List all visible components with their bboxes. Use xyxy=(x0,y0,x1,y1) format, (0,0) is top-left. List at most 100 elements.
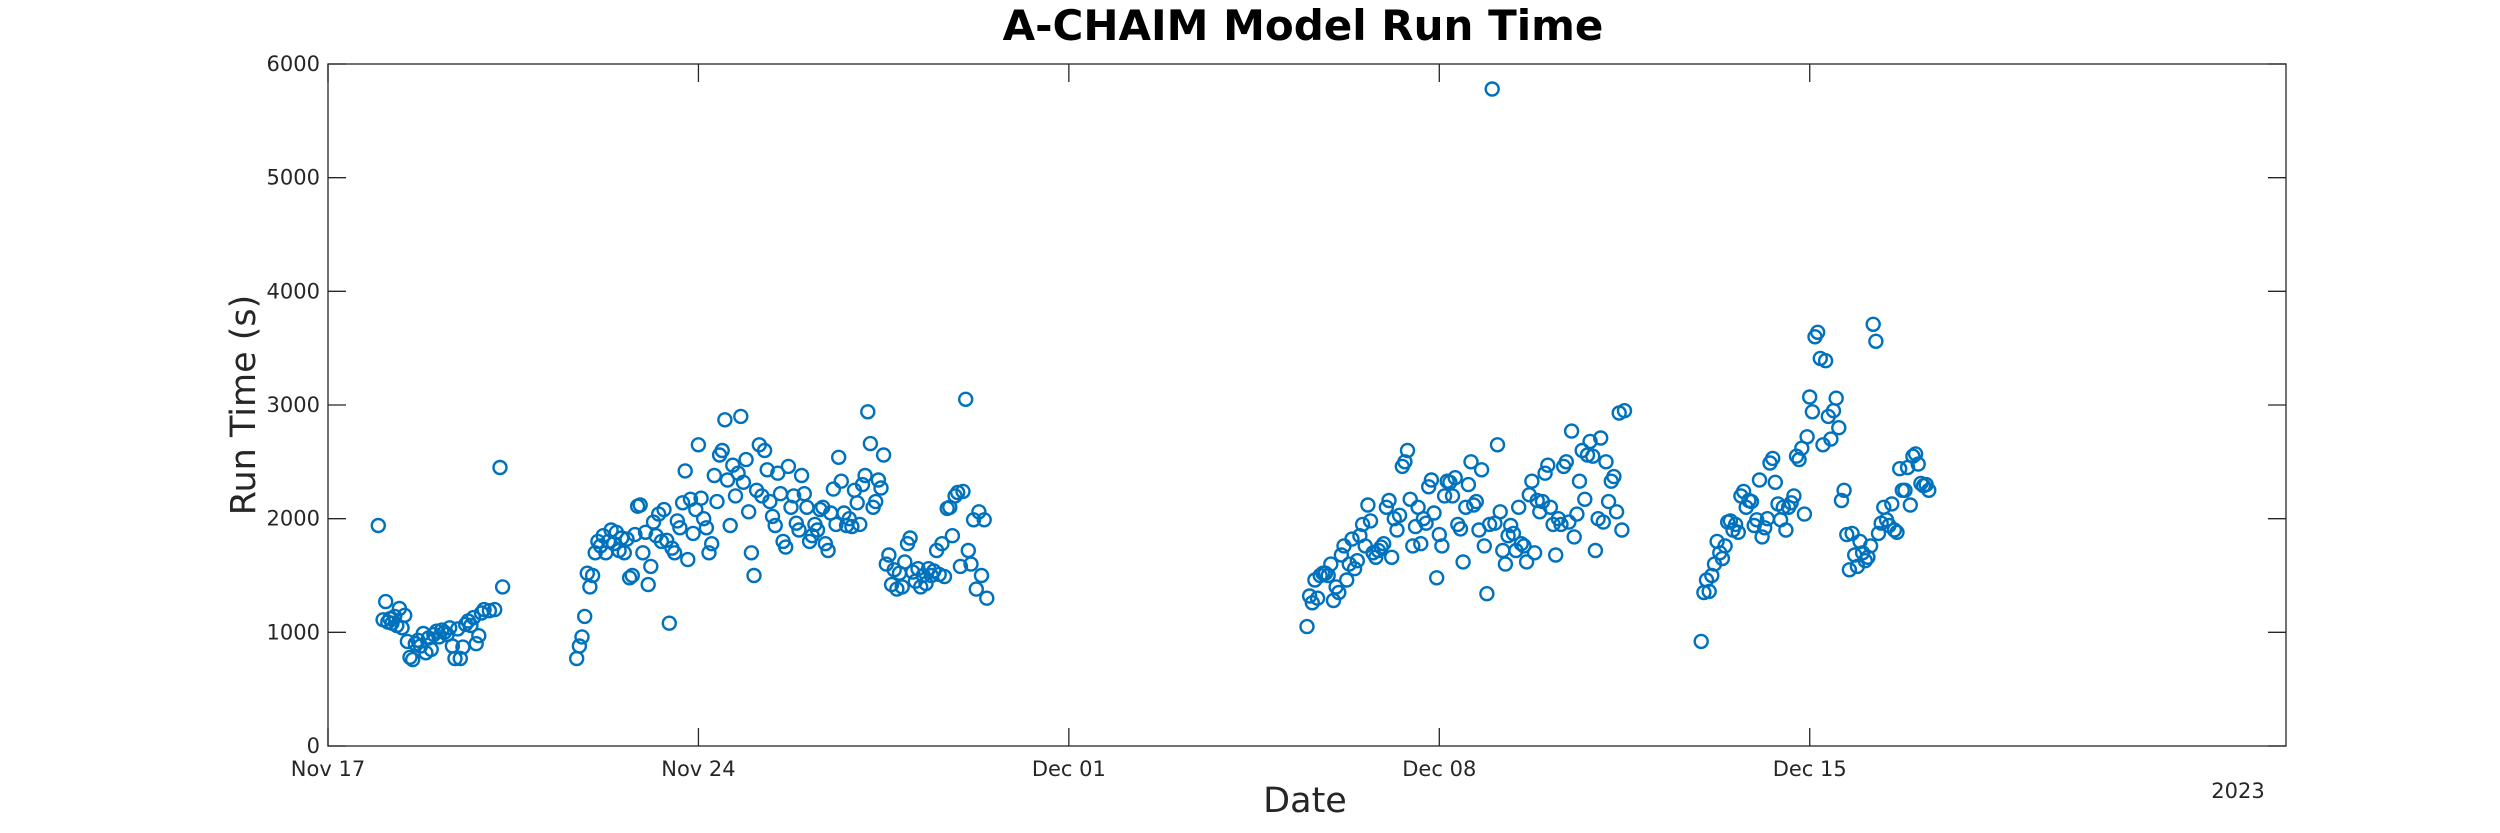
year-label: 2023 xyxy=(2211,779,2264,803)
data-point xyxy=(661,615,677,631)
data-point xyxy=(963,556,979,572)
data-point xyxy=(1301,588,1318,604)
data-point xyxy=(1891,461,1908,477)
data-point xyxy=(979,590,995,606)
data-point xyxy=(1783,495,1799,511)
y-tick-label: 5000 xyxy=(267,166,320,190)
data-point xyxy=(1473,462,1490,478)
data-point xyxy=(875,447,892,463)
data-point xyxy=(1513,536,1530,552)
data-point xyxy=(574,629,590,645)
data-point xyxy=(1870,525,1887,542)
data-point xyxy=(1844,525,1860,542)
data-point xyxy=(1701,583,1717,600)
data-point xyxy=(719,472,736,488)
y-axis: 0 1000 2000 3000 4000 5000 6000 xyxy=(267,52,2286,758)
data-point xyxy=(1484,81,1500,97)
data-point xyxy=(619,531,635,547)
data-point xyxy=(1910,456,1926,472)
data-point xyxy=(640,576,656,593)
data-point xyxy=(1524,473,1540,489)
data-point xyxy=(1354,516,1371,533)
data-point xyxy=(1547,547,1564,563)
data-point xyxy=(762,493,778,510)
data-point xyxy=(793,467,810,484)
data-point xyxy=(1418,515,1434,531)
data-point xyxy=(831,449,847,465)
data-point xyxy=(862,435,879,452)
data-point xyxy=(690,437,707,453)
data-point xyxy=(672,520,688,536)
data-point xyxy=(1360,497,1376,513)
data-point xyxy=(402,649,418,665)
data-point xyxy=(1767,474,1784,490)
data-point xyxy=(1743,493,1760,510)
data-point xyxy=(756,442,773,459)
data-point xyxy=(709,493,725,510)
data-point xyxy=(370,517,386,534)
data-point xyxy=(1764,450,1781,467)
data-point xyxy=(746,567,762,584)
data-point xyxy=(1563,423,1580,439)
data-point xyxy=(1331,584,1347,601)
data-point xyxy=(955,483,971,500)
data-point xyxy=(1436,488,1453,504)
data-point xyxy=(701,545,717,561)
data-point xyxy=(463,617,479,634)
data-point xyxy=(727,488,744,504)
data-point xyxy=(788,515,804,531)
data-point xyxy=(635,545,651,561)
data-point xyxy=(1754,529,1770,545)
data-point xyxy=(1616,403,1633,419)
data-point xyxy=(693,490,709,506)
data-point xyxy=(1902,497,1919,513)
data-point xyxy=(973,567,990,584)
data-point xyxy=(849,495,865,511)
data-point xyxy=(1540,457,1556,473)
data-point xyxy=(674,495,691,511)
data-point xyxy=(944,528,961,544)
data-point xyxy=(902,530,918,546)
data-point xyxy=(1828,390,1844,406)
data-point xyxy=(1841,562,1858,578)
data-point xyxy=(934,536,950,552)
data-point xyxy=(780,458,797,475)
data-point xyxy=(1402,491,1418,507)
data-point xyxy=(770,465,786,481)
data-point xyxy=(741,504,757,520)
data-point xyxy=(468,636,484,652)
data-point xyxy=(1434,538,1450,554)
data-point xyxy=(1577,491,1593,507)
data-point xyxy=(1884,496,1900,512)
data-point xyxy=(833,473,849,489)
data-point xyxy=(423,641,439,658)
data-point xyxy=(1428,570,1445,586)
data-point xyxy=(397,607,413,623)
data-point xyxy=(624,567,640,584)
data-point xyxy=(677,463,693,479)
data-point xyxy=(952,558,969,575)
data-point xyxy=(1497,556,1514,572)
y-tick-label: 0 xyxy=(307,734,320,758)
data-point xyxy=(1907,446,1924,462)
chart-title: A-CHAIM Model Run Time xyxy=(1003,1,1604,50)
data-point xyxy=(1344,531,1360,547)
data-point xyxy=(1865,316,1881,332)
data-point xyxy=(577,608,593,625)
data-point xyxy=(1598,454,1614,470)
data-point xyxy=(764,508,781,525)
data-point xyxy=(778,539,794,555)
data-point xyxy=(1608,504,1625,520)
data-point xyxy=(1426,505,1442,521)
data-point xyxy=(786,488,802,504)
data-point xyxy=(1447,470,1463,486)
data-point xyxy=(809,522,826,538)
data-point xyxy=(852,516,868,533)
data-point xyxy=(1756,520,1773,536)
data-point xyxy=(894,579,910,595)
x-tick-label: Dec 08 xyxy=(1402,757,1476,781)
data-point xyxy=(1516,538,1532,554)
data-point xyxy=(735,474,752,490)
data-point xyxy=(471,628,487,644)
data-point xyxy=(1510,499,1527,515)
